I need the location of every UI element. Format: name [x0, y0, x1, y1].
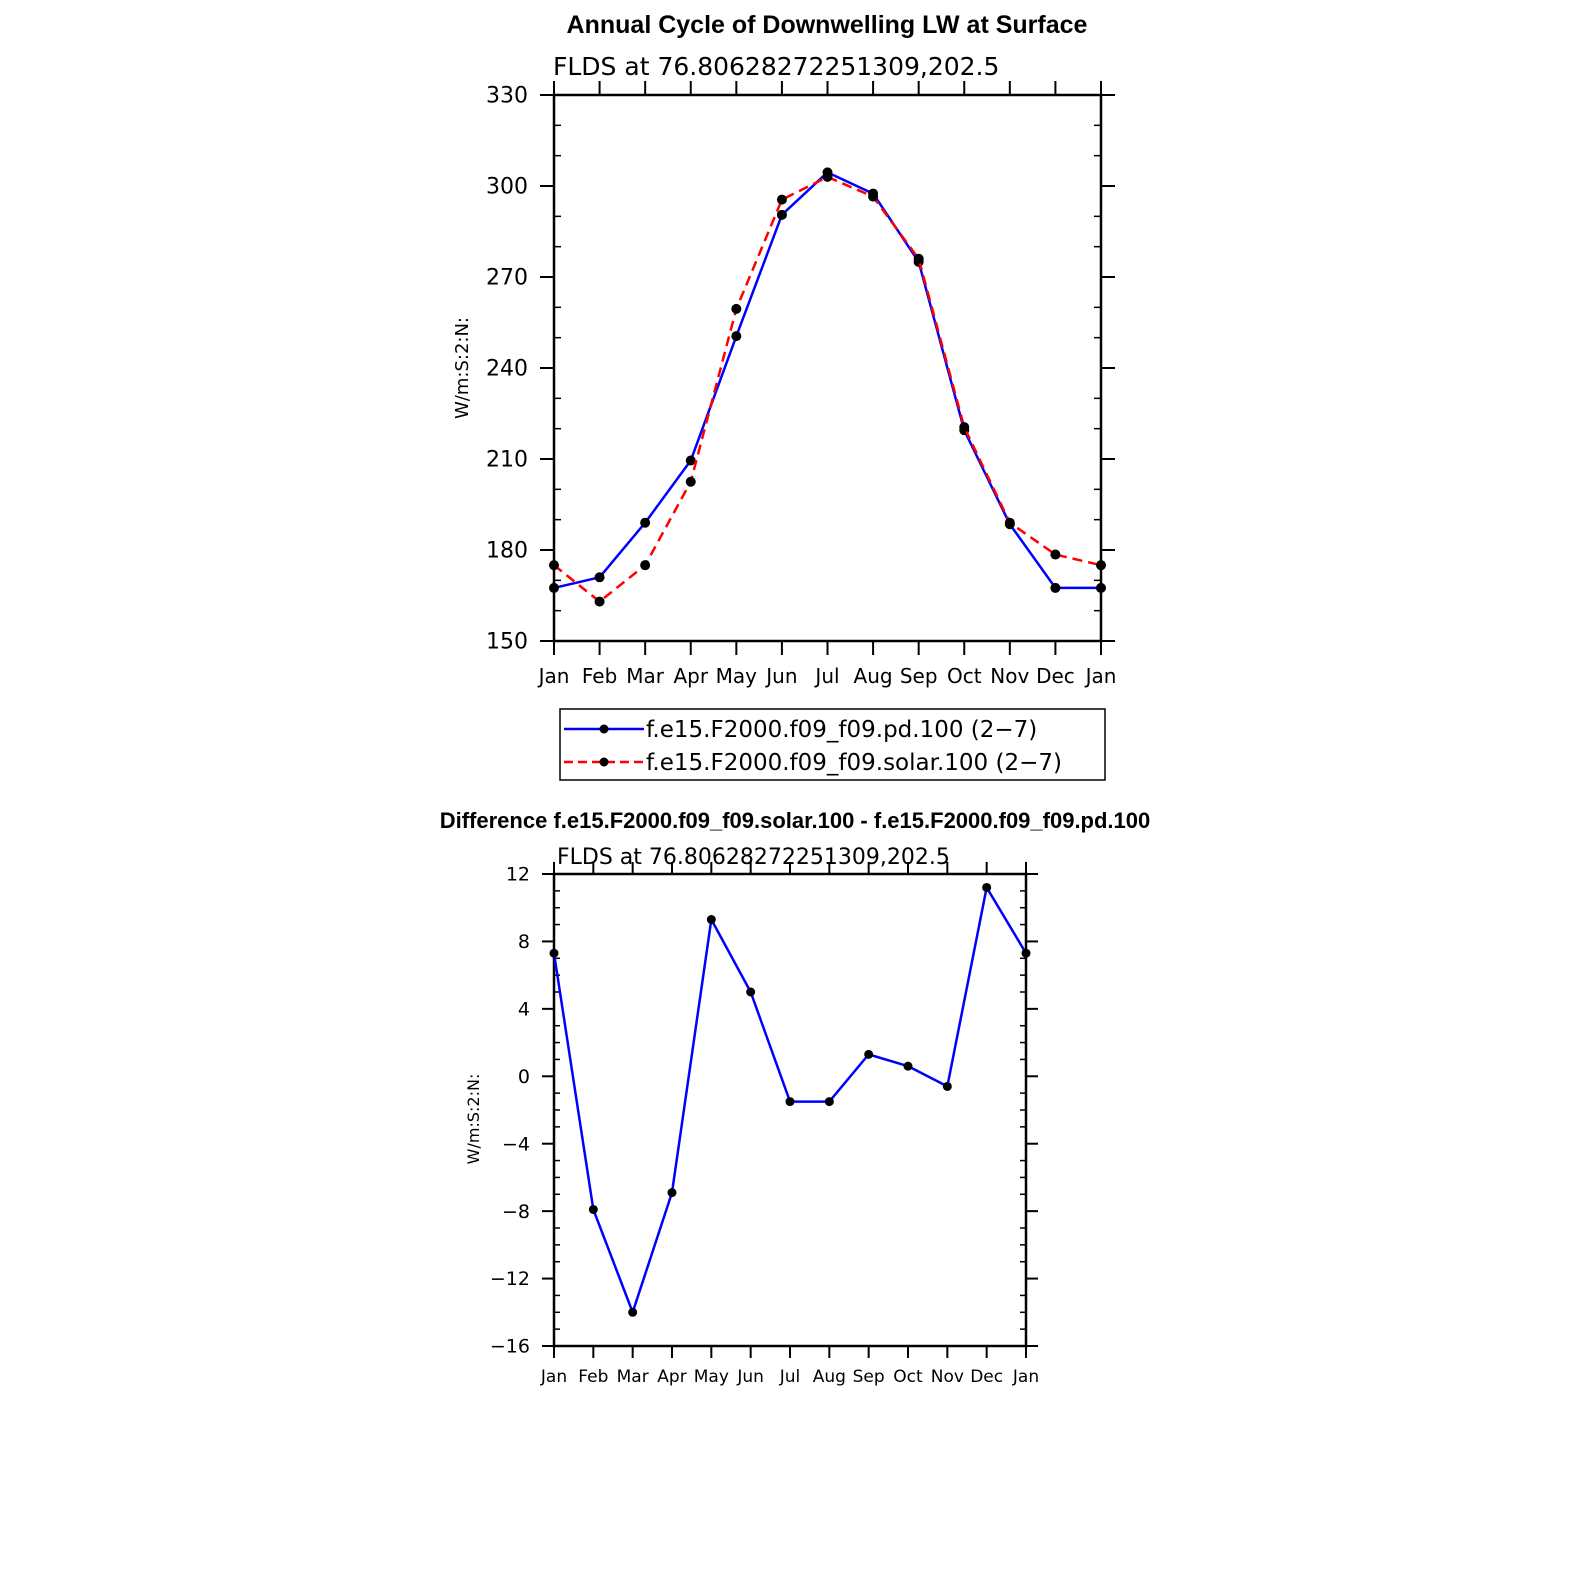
- legend-label-solar: f.e15.F2000.f09_f09.solar.100 (2−7): [646, 750, 1062, 776]
- legend-marker-solar: [599, 757, 609, 767]
- data-point: [588, 1204, 598, 1214]
- data-point: [1050, 549, 1061, 560]
- y-tick-label: 0: [518, 1066, 530, 1088]
- data-point: [1096, 582, 1106, 593]
- x-tick-label: Mar: [617, 1367, 649, 1387]
- x-tick-label: Jan: [537, 664, 570, 688]
- y-tick-label: 4: [518, 999, 530, 1021]
- data-point: [685, 476, 696, 487]
- chart2-ylabel: W/m:S:2:N:: [464, 1074, 483, 1165]
- chart1-legend: f.e15.F2000.f09_f09.pd.100 (2−7) f.e15.F…: [559, 708, 1106, 781]
- data-point: [640, 517, 651, 528]
- data-point: [731, 303, 742, 314]
- y-tick-label: 12: [506, 864, 530, 886]
- data-point: [594, 596, 605, 607]
- data-point: [942, 1081, 952, 1091]
- data-point: [549, 948, 559, 958]
- data-point: [594, 572, 605, 583]
- y-tick-label: −8: [502, 1201, 530, 1223]
- x-tick-label: Sep: [900, 664, 938, 688]
- x-tick-label: Feb: [582, 664, 617, 688]
- data-point: [903, 1061, 913, 1071]
- data-point: [1004, 517, 1015, 528]
- y-tick-label: 210: [486, 448, 528, 473]
- data-point: [868, 191, 879, 202]
- y-tick-label: 240: [486, 357, 528, 382]
- data-point: [776, 194, 787, 205]
- x-tick-label: Dec: [970, 1367, 1003, 1387]
- y-tick-label: 330: [486, 84, 528, 109]
- legend-label-pd: f.e15.F2000.f09_f09.pd.100 (2−7): [646, 717, 1037, 743]
- data-point: [731, 331, 742, 342]
- x-tick-label: Aug: [854, 664, 893, 688]
- x-tick-label: Jun: [736, 1367, 764, 1387]
- x-tick-label: Apr: [673, 664, 708, 688]
- data-point: [1021, 948, 1031, 958]
- x-tick-label: Nov: [990, 664, 1029, 688]
- y-tick-label: 270: [486, 266, 528, 291]
- data-point: [785, 1097, 795, 1107]
- data-point: [822, 171, 833, 182]
- x-tick-label: Aug: [813, 1367, 846, 1387]
- chart1-ylabel: W/m:S:2:N:: [452, 317, 473, 419]
- data-point: [706, 915, 716, 925]
- x-tick-label: Jan: [1084, 664, 1117, 688]
- chart1-subtitle: FLDS at 76.80628272251309,202.5: [553, 52, 999, 81]
- chart1-title: Annual Cycle of Downwelling LW at Surfac…: [567, 11, 1088, 39]
- x-tick-label: Nov: [931, 1367, 964, 1387]
- data-point: [824, 1097, 834, 1107]
- data-point: [982, 882, 992, 892]
- data-point: [864, 1049, 874, 1059]
- y-tick-label: −16: [490, 1336, 530, 1358]
- data-point: [776, 209, 787, 220]
- x-tick-label: Oct: [947, 664, 982, 688]
- y-tick-label: 8: [518, 931, 530, 953]
- data-point: [628, 1307, 638, 1317]
- y-tick-label: 180: [486, 539, 528, 564]
- x-tick-label: Jan: [1012, 1367, 1039, 1387]
- data-point: [1096, 560, 1106, 571]
- chart2-title: Difference f.e15.F2000.f09_f09.solar.100…: [440, 808, 1151, 833]
- y-tick-label: −12: [490, 1268, 530, 1290]
- data-point: [746, 987, 756, 997]
- data-point: [549, 582, 559, 593]
- x-tick-label: May: [694, 1367, 729, 1387]
- legend-box: [559, 708, 1106, 781]
- data-point: [913, 253, 924, 264]
- data-point: [640, 560, 651, 571]
- data-point: [667, 1188, 677, 1198]
- x-tick-label: May: [716, 664, 758, 688]
- data-point: [549, 560, 559, 571]
- x-tick-label: Apr: [657, 1367, 686, 1387]
- x-tick-label: Mar: [626, 664, 665, 688]
- chart1-plot: Jan Feb Mar Apr May Jun Jul Aug Sep Oct Nov Dec Jan 1…: [486, 81, 1116, 688]
- x-tick-label: Feb: [578, 1367, 608, 1387]
- y-tick-label: −4: [502, 1133, 530, 1155]
- series-line: [553, 171, 1101, 590]
- x-tick-label: Dec: [1036, 664, 1075, 688]
- chart2-subtitle: FLDS at 76.80628272251309,202.5: [557, 845, 950, 870]
- x-tick-label: Jul: [779, 1367, 801, 1387]
- x-tick-label: Jun: [764, 664, 797, 688]
- legend-marker-pd: [599, 724, 609, 734]
- x-tick-label: Sep: [853, 1367, 885, 1387]
- data-point: [1050, 582, 1061, 593]
- chart2-plot: Jan Feb Mar Apr May Jun Jul Aug Sep Oct Nov Dec Jan−…: [490, 862, 1039, 1387]
- y-tick-label: 150: [486, 630, 528, 655]
- x-tick-label: Jul: [813, 664, 839, 688]
- x-tick-label: Oct: [893, 1367, 923, 1387]
- data-point: [685, 455, 696, 466]
- y-tick-label: 300: [486, 175, 528, 200]
- plot-frame: [552, 872, 1028, 1348]
- data-point: [959, 422, 970, 433]
- x-tick-label: Jan: [540, 1367, 567, 1387]
